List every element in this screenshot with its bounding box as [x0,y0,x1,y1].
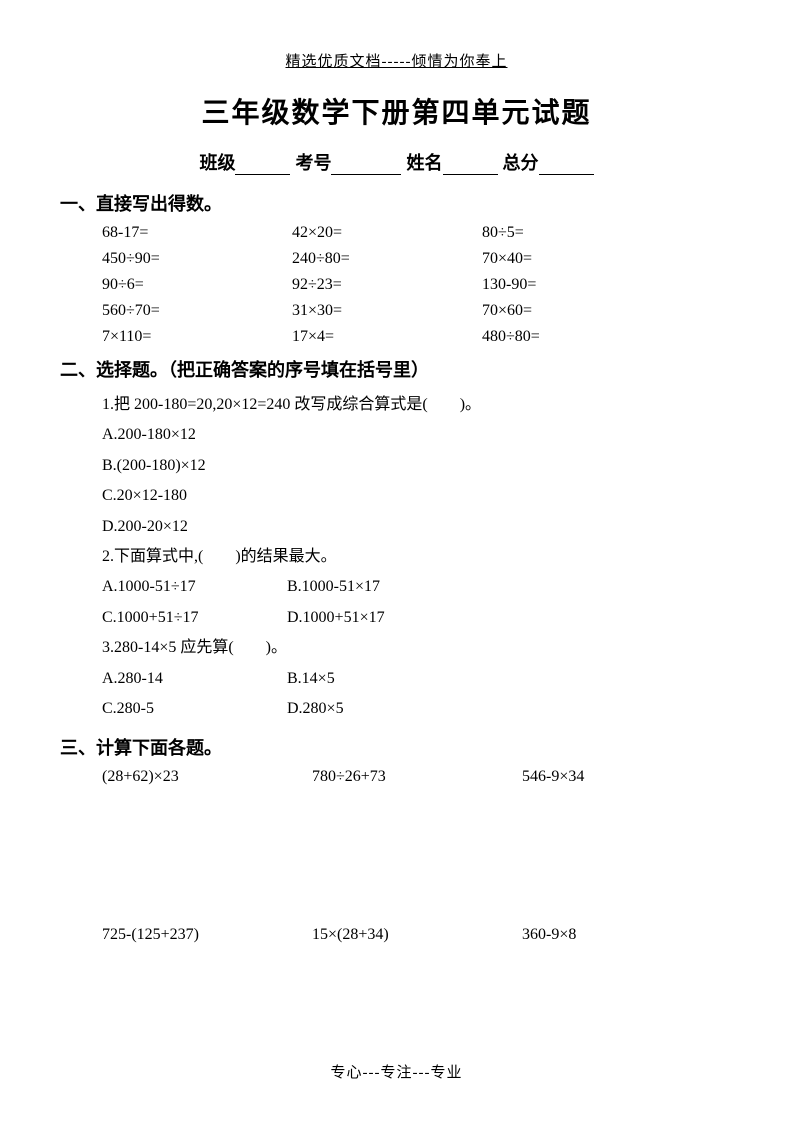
section-1-heading: 一、直接写出得数。 [60,190,733,216]
problem-row: 7×110= 17×4= 480÷80= [102,328,733,346]
exam-id-label: 考号 [295,153,331,173]
q2-option-a: A.1000-51÷17 [102,572,287,602]
section-2-heading: 二、选择题。（把正确答案的序号填在括号里） [60,356,733,382]
problem-cell: 68-17= [102,224,292,242]
exam-title: 三年级数学下册第四单元试题 [60,91,733,131]
calc-problem: (28+62)×23 [102,768,312,786]
problem-cell: 70×60= [482,302,672,320]
q2-text: 2.下面算式中,( )的结果最大。 [102,542,733,572]
section-1-problems: 68-17= 42×20= 80÷5= 450÷90= 240÷80= 70×4… [60,224,733,346]
problem-row: 560÷70= 31×30= 70×60= [102,302,733,320]
problem-cell: 92÷23= [292,276,482,294]
q2-option-c: C.1000+51÷17 [102,603,287,633]
name-label: 姓名 [407,153,443,173]
calc-problem: 15×(28+34) [312,926,522,944]
q2-options-row1: A.1000-51÷17 B.1000-51×17 [102,572,733,602]
problem-cell: 130-90= [482,276,672,294]
problem-cell: 240÷80= [292,250,482,268]
q3-options-row2: C.280-5 D.280×5 [102,694,733,724]
calc-problem: 360-9×8 [522,926,732,944]
name-blank[interactable] [443,155,498,175]
q2-options-row2: C.1000+51÷17 D.1000+51×17 [102,603,733,633]
page-footer: 专心---专注---专业 [0,1061,793,1082]
calc-problem: 546-9×34 [522,768,732,786]
problem-cell: 90÷6= [102,276,292,294]
q2-option-b: B.1000-51×17 [287,572,472,602]
calc-problem: 725-(125+237) [102,926,312,944]
calc-problem: 780÷26+73 [312,768,522,786]
problem-cell: 450÷90= [102,250,292,268]
problem-row: 450÷90= 240÷80= 70×40= [102,250,733,268]
q3-option-c: C.280-5 [102,694,287,724]
q1-option-d: D.200-20×12 [102,512,733,542]
problem-row: 90÷6= 92÷23= 130-90= [102,276,733,294]
q3-text: 3.280-14×5 应先算( )。 [102,633,733,663]
q1-option-a: A.200-180×12 [102,420,733,450]
problem-cell: 560÷70= [102,302,292,320]
problem-cell: 17×4= [292,328,482,346]
q1-option-b: B.(200-180)×12 [102,451,733,481]
problem-cell: 31×30= [292,302,482,320]
problem-cell: 80÷5= [482,224,672,242]
problem-row: 68-17= 42×20= 80÷5= [102,224,733,242]
problem-cell: 480÷80= [482,328,672,346]
class-label: 班级 [199,153,235,173]
problem-cell: 42×20= [292,224,482,242]
total-label: 总分 [503,153,539,173]
calc-row-2: 725-(125+237) 15×(28+34) 360-9×8 [60,926,733,944]
exam-id-blank[interactable] [331,155,401,175]
q3-options-row1: A.280-14 B.14×5 [102,664,733,694]
section-2-content: 1.把 200-180=20,20×12=240 改写成综合算式是( )。 A.… [60,390,733,724]
section-3-heading: 三、计算下面各题。 [60,734,733,760]
q2-option-d: D.1000+51×17 [287,603,472,633]
page-header: 精选优质文档-----倾情为你奉上 [60,50,733,71]
q1-option-c: C.20×12-180 [102,481,733,511]
q3-option-d: D.280×5 [287,694,472,724]
calc-row-1: (28+62)×23 780÷26+73 546-9×34 [60,768,733,786]
q3-option-a: A.280-14 [102,664,287,694]
total-blank[interactable] [539,155,594,175]
q1-text: 1.把 200-180=20,20×12=240 改写成综合算式是( )。 [102,390,733,420]
problem-cell: 7×110= [102,328,292,346]
student-info-line: 班级 考号 姓名 总分 [60,149,733,175]
q3-option-b: B.14×5 [287,664,472,694]
problem-cell: 70×40= [482,250,672,268]
class-blank[interactable] [235,155,290,175]
